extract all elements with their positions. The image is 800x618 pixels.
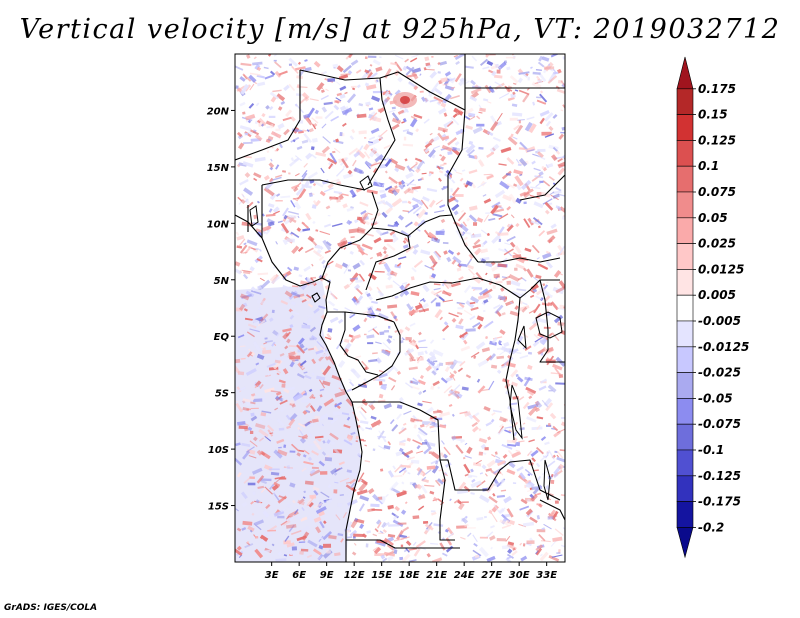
colorbar-label: -0.05 [698,391,733,405]
border-libya-chad [367,77,396,186]
y-tick-label: 5N [214,276,230,287]
border-drc-east [505,297,521,441]
lake-victoria [535,311,563,339]
colorbar-segment [676,320,694,348]
lake-chad [359,175,373,191]
colorbar-segment [676,346,694,373]
x-tick-label: 6E [292,570,306,581]
country-boundaries [235,54,565,562]
x-tick-label: 18E [399,570,420,581]
colorbar-label: -0.0125 [698,340,749,354]
x-tick-label: 33E [536,570,557,581]
border-tanzania-mozambique [539,499,565,521]
border-niger-nigeria [261,179,366,191]
border-drc-zambia [487,459,561,501]
colorbar-segment [676,475,694,502]
border-mali-niger [235,70,301,161]
border-drc-angola [352,401,488,491]
border-cameroon-chad [365,227,411,291]
x-tick-label: 21E [426,570,447,581]
colorbar-label: 0.05 [698,211,728,225]
border-nigeria-cameroon [321,191,379,279]
border-namibia-botswana [346,539,460,549]
x-tick-label: 30E [509,570,530,581]
colorbar-label: 0.15 [698,108,728,122]
border-angola-zambia [439,459,455,541]
y-tick-label: 5S [215,389,229,400]
colorbar-segment [676,501,694,528]
y-tick-label: 10N [207,219,230,230]
axes: 3E 6E 9E 12E 15E 18E 21E 24E 27E 30E 33E 20N 15N 10N 5… [207,106,558,581]
y-tick-label: 10S [208,445,229,456]
colorbar-segment [676,217,694,244]
coastline-west-africa [235,214,353,403]
colorbar-segment [676,140,694,167]
grads-credit: GrADS: IGES/COLA [4,603,98,613]
colorbar-label: 0.0125 [698,262,744,276]
y-tick-label: EQ [214,332,230,343]
colorbar-segment [676,191,694,219]
colorbar-label: -0.1 [698,443,724,457]
lake-malawi [543,459,551,501]
colorbar-segment [676,372,694,399]
x-tick-label: 12E [344,570,365,581]
colorbar-segment [676,527,694,559]
colorbar-label: -0.175 [698,495,741,509]
colorbar-segment [676,449,694,477]
lake-tanganyika [509,384,523,440]
colorbar-segment [676,398,694,425]
border-algeria-niger [299,69,466,111]
lake-volta [249,205,259,227]
colorbar-segment [676,423,694,451]
bioko-island [311,292,321,303]
colorbar-segment [676,294,694,322]
border-ethiopia [519,174,565,201]
y-tick-label: 20N [207,106,230,117]
border-congo-drc [351,321,401,391]
colorbar-segment [676,269,694,296]
colorbar-label: -0.125 [698,469,741,483]
colorbar-segment [676,243,694,270]
x-tick-label: 9E [320,570,334,581]
border-sudan-south-sudan [478,257,561,263]
colorbar-label: 0.075 [698,185,736,199]
y-tick-label: 15N [207,163,230,174]
border-chad-car [407,214,479,263]
x-tick-label: 15E [371,570,392,581]
colorbar-segment [676,88,694,115]
vertical-velocity-field [235,54,565,562]
border-east-uganda [539,279,565,363]
colorbar-segment [676,56,694,90]
border-chad-sudan [447,109,466,216]
map-frame [234,53,566,563]
border-gabon-congo [339,312,379,376]
colorbar-label: 0.1 [698,159,719,173]
colorbar-segment [676,165,694,193]
border-south-sudan-drc [519,279,560,299]
chart-title: Vertical velocity [m/s] at 925hPa, VT: 2… [19,14,781,45]
coastline-angola [345,401,363,562]
x-tick-label: 24E [454,570,475,581]
colorbar-label: -0.2 [698,520,724,534]
border-cameroon-gabon [327,311,395,323]
colorbar-label: -0.005 [698,314,741,328]
colorbar-label: 0.175 [698,82,736,96]
lakes [249,175,563,501]
colorbar-label: -0.025 [698,366,741,380]
colorbar-label: 0.025 [698,237,736,251]
x-tick-label: 3E [265,570,279,581]
colorbar-label: 0.005 [698,288,736,302]
lake-albert [517,325,527,350]
x-tick-label: 27E [481,570,502,581]
colorbar-label: -0.075 [698,417,741,431]
colorbar-label: 0.125 [698,133,736,147]
border-car-drc [375,277,521,301]
colorbar-segment [676,114,694,141]
y-tick-label: 15S [208,502,229,513]
